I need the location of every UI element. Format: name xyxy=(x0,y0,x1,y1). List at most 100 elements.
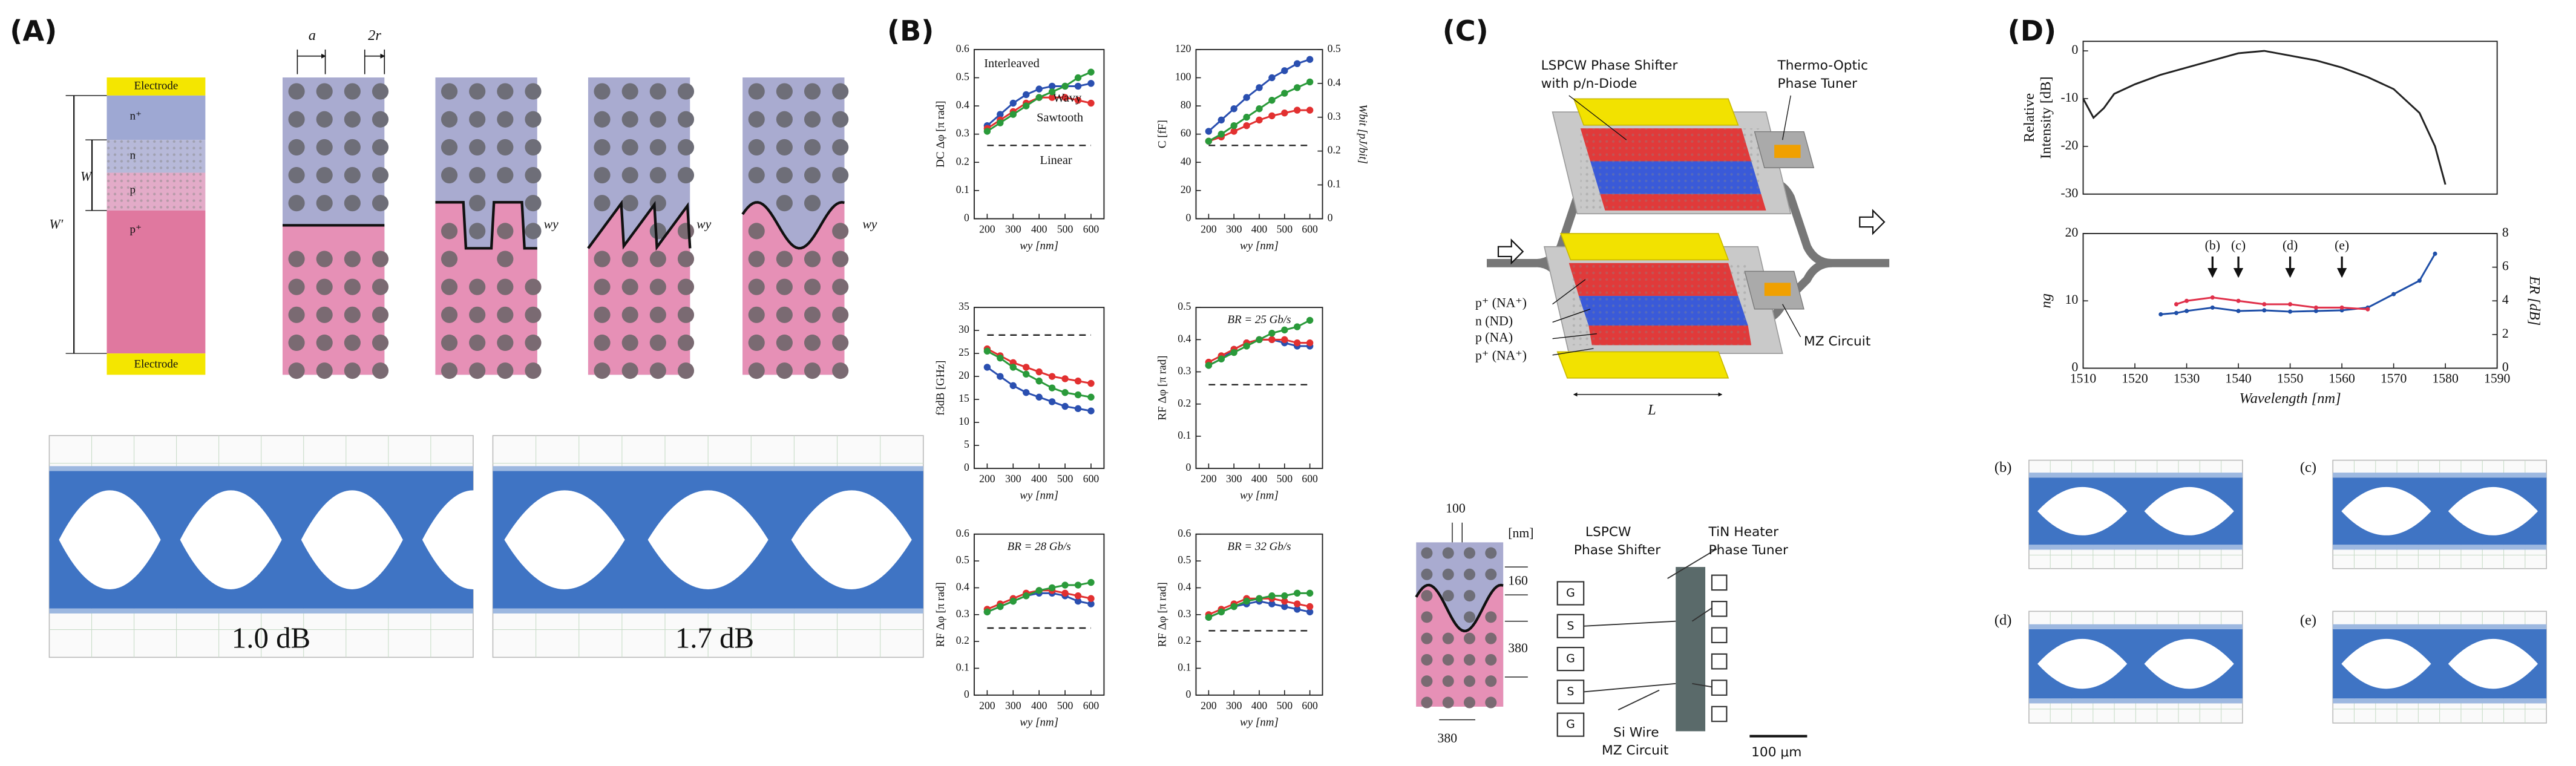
hole xyxy=(776,111,793,128)
data-point xyxy=(1061,581,1069,589)
y-axis-label: Intensity [dB] xyxy=(2037,76,2054,159)
hole xyxy=(288,166,305,184)
y-tick-label: 0.6 xyxy=(956,527,969,539)
layout-label: Phase Shifter xyxy=(1574,543,1660,558)
data-point xyxy=(2236,298,2241,303)
hole xyxy=(497,362,514,379)
hole xyxy=(372,278,389,295)
hole xyxy=(804,278,821,295)
x-tick-label: 200 xyxy=(979,699,995,712)
hole xyxy=(594,278,611,295)
x-tick-label: 1580 xyxy=(2432,372,2459,386)
hole xyxy=(1463,568,1476,580)
eye-edge xyxy=(49,466,473,471)
hole xyxy=(344,306,361,323)
x-tick-label: 400 xyxy=(1031,473,1047,485)
data-point xyxy=(1074,391,1082,399)
data-point xyxy=(1268,74,1276,82)
y-tick-label: -10 xyxy=(2060,90,2078,105)
y-axis-label: DC Δφ [π rad] xyxy=(934,101,947,168)
hole xyxy=(832,278,849,295)
hole xyxy=(1485,696,1497,709)
data-point xyxy=(1205,137,1213,145)
hole xyxy=(748,139,765,155)
hole xyxy=(525,278,542,295)
y2-axis-label: ER [dB] xyxy=(2526,275,2543,326)
hole xyxy=(832,83,849,100)
hole xyxy=(469,195,486,212)
hole xyxy=(372,139,389,155)
dimension-label: a xyxy=(309,27,316,44)
hole xyxy=(832,306,849,323)
x-tick-label: 200 xyxy=(1201,473,1217,485)
hole xyxy=(288,362,305,379)
eye-edge xyxy=(49,608,473,614)
hole xyxy=(288,111,305,128)
data-point xyxy=(2174,302,2178,307)
device-schematic xyxy=(1487,95,1890,397)
y-tick-label: 0.3 xyxy=(1178,365,1191,377)
data-point xyxy=(1294,606,1301,613)
eye-label: (e) xyxy=(2300,612,2316,628)
eye-opening xyxy=(2448,486,2538,535)
hole xyxy=(497,166,514,184)
x-tick-label: 500 xyxy=(1277,223,1293,235)
y-tick-label: 0 xyxy=(2072,360,2079,375)
hole xyxy=(621,278,638,295)
eye-edge xyxy=(2333,473,2547,478)
hole xyxy=(621,139,638,155)
crystal-bottom xyxy=(1416,584,1504,707)
crystal-label: [nm] xyxy=(1508,526,1533,540)
x-tick-label: 400 xyxy=(1251,473,1268,485)
eye-opening xyxy=(2144,638,2234,689)
x-axis-label: wy [nm] xyxy=(1020,489,1058,502)
layer-label: p⁺ xyxy=(129,223,142,236)
crystal-label: 160 xyxy=(1508,573,1528,588)
data-point xyxy=(1035,393,1043,401)
eye-opening xyxy=(301,490,403,589)
hole xyxy=(372,362,389,379)
hole xyxy=(441,111,458,128)
data-point xyxy=(1009,597,1017,605)
data-point xyxy=(1268,600,1276,607)
hole xyxy=(649,278,666,295)
hole xyxy=(525,166,542,184)
hole xyxy=(621,306,638,323)
series-line xyxy=(2175,296,2368,310)
hole xyxy=(497,139,514,155)
hole xyxy=(649,139,666,155)
hole xyxy=(594,195,611,212)
hole xyxy=(441,362,458,379)
y-tick-label: 0.4 xyxy=(1178,581,1191,593)
hole xyxy=(776,334,793,352)
eye-label: 1.0 dB xyxy=(232,621,310,654)
device-label: with p/n-Diode xyxy=(1541,76,1637,91)
hole xyxy=(1463,547,1476,559)
data-point xyxy=(1281,110,1288,117)
data-point xyxy=(1268,112,1276,120)
panel-label: (C) xyxy=(1443,15,1489,47)
hole xyxy=(776,250,793,267)
y2-tick-label: 8 xyxy=(2502,225,2509,240)
data-point xyxy=(1009,364,1017,371)
hole xyxy=(344,111,361,128)
data-point xyxy=(1023,592,1030,600)
data-point xyxy=(1074,378,1082,385)
y-tick-label: 0.1 xyxy=(956,661,969,673)
hole xyxy=(594,139,611,155)
hole xyxy=(525,306,542,323)
layer-label: p xyxy=(129,184,135,197)
y-axis-label: RF Δφ [π rad] xyxy=(1156,356,1169,421)
y-tick-label: 0.1 xyxy=(1178,429,1191,441)
data-point xyxy=(1256,84,1263,91)
y2-tick-label: 0 xyxy=(2502,360,2509,375)
data-point xyxy=(1218,355,1225,362)
crystal-bottom xyxy=(588,203,690,375)
hole xyxy=(804,250,821,267)
x-tick-label: 300 xyxy=(1005,223,1021,235)
x-tick-label: 500 xyxy=(1277,699,1293,712)
hole xyxy=(832,139,849,155)
layout-label: MZ Circuit xyxy=(1602,743,1668,758)
hole xyxy=(441,250,458,267)
